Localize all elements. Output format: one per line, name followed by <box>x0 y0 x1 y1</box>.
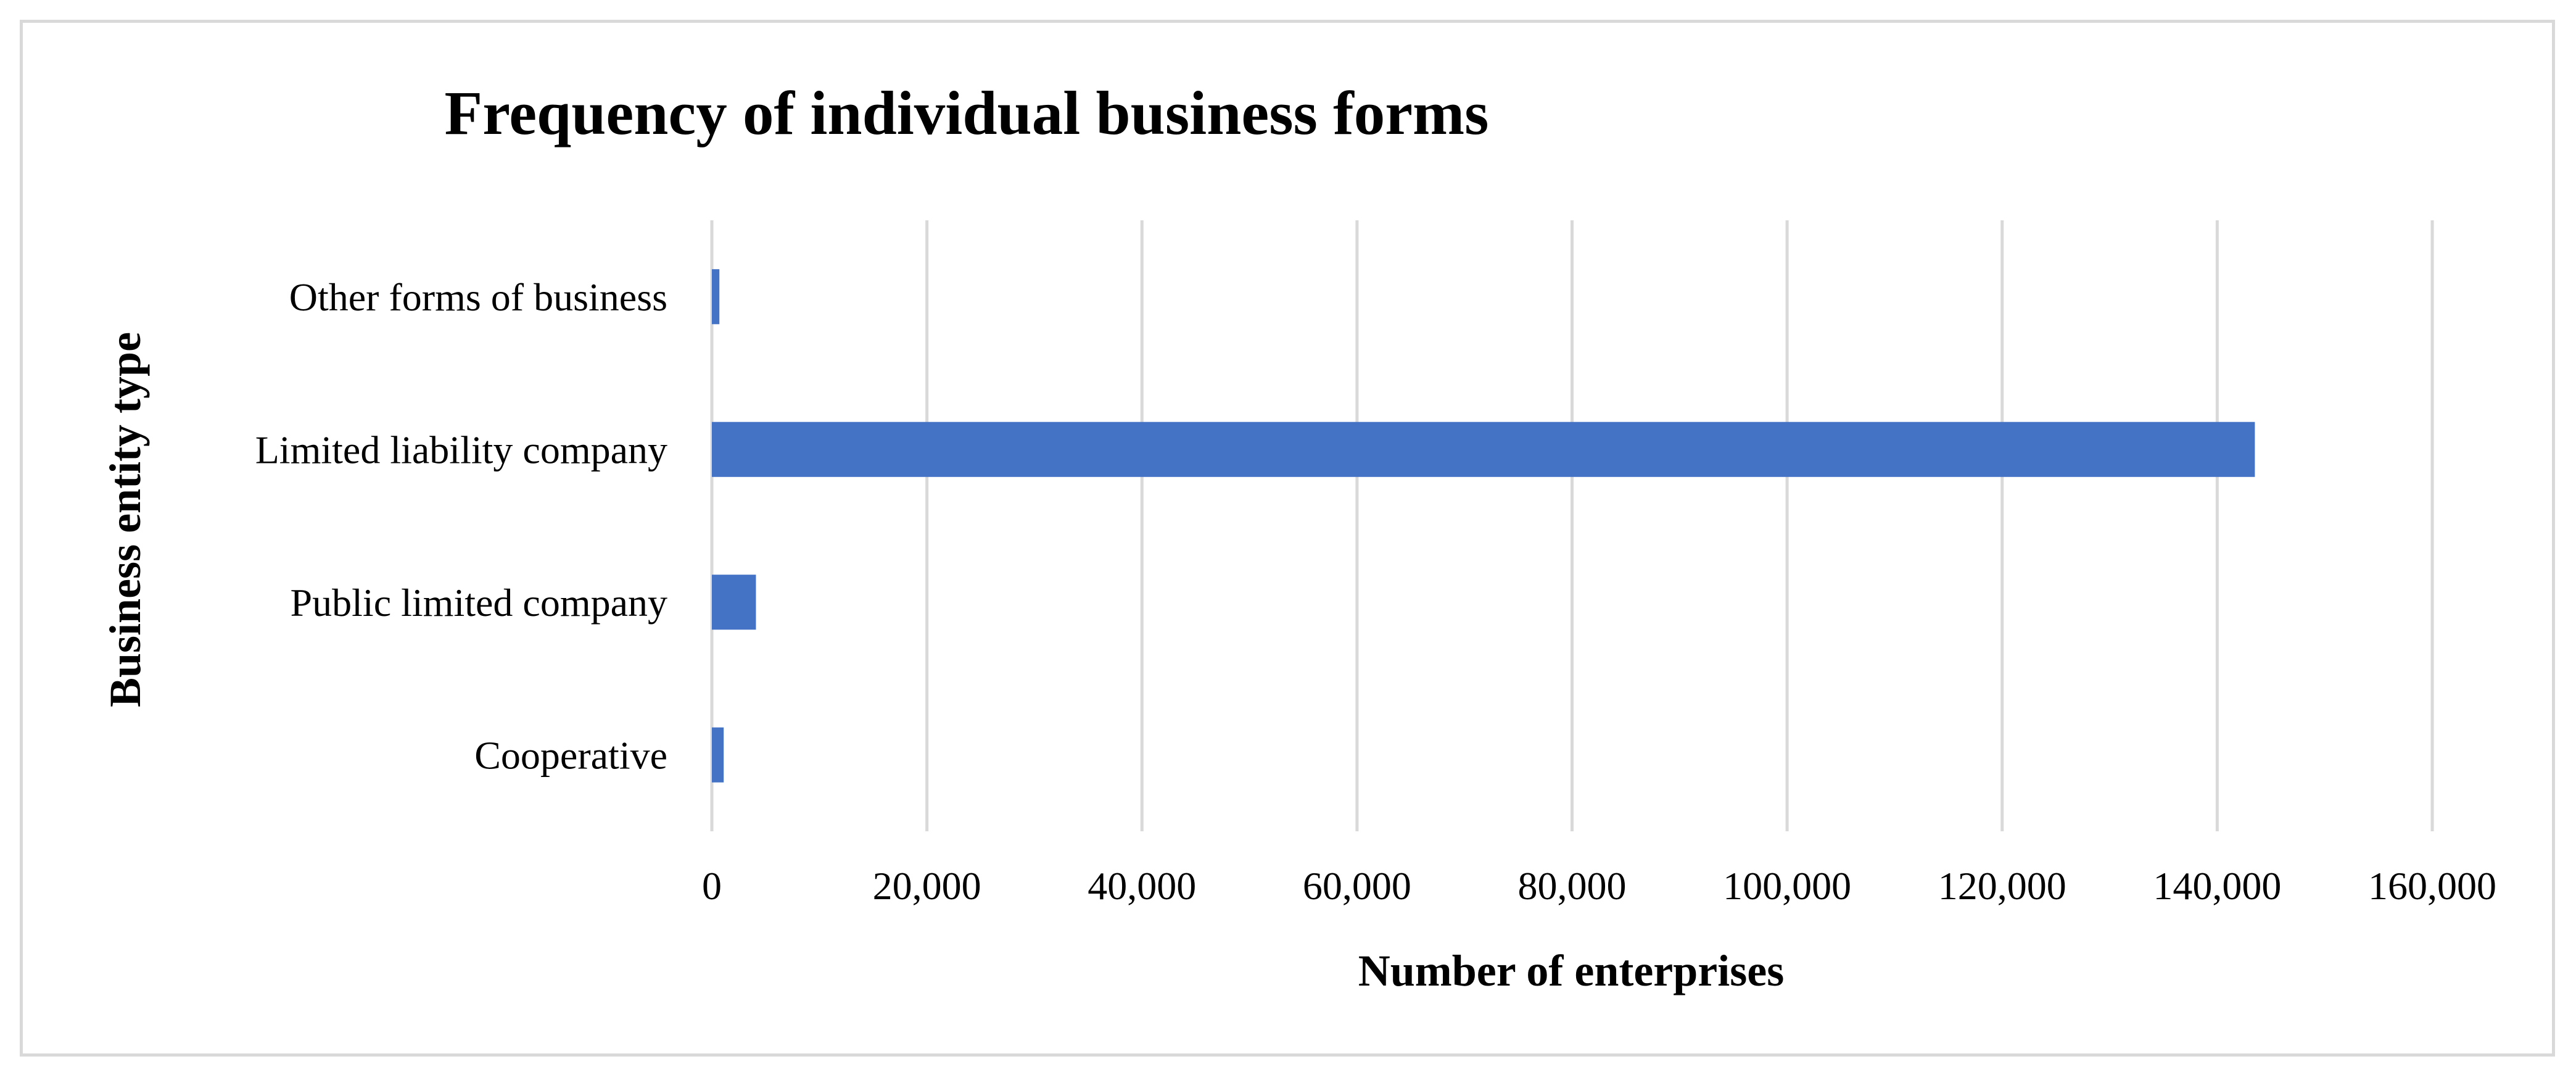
gridlines <box>710 220 2434 831</box>
y-axis-title: Business entity type <box>101 332 150 707</box>
bar-chart: Frequency of individual business forms 0… <box>101 78 2496 995</box>
x-axis-title: Number of enterprises <box>1358 946 1785 995</box>
x-tick-label: 160,000 <box>2368 864 2496 908</box>
bar <box>712 269 720 325</box>
chart-title: Frequency of individual business forms <box>445 78 1489 147</box>
chart-frame: Frequency of individual business forms 0… <box>20 20 2555 1057</box>
x-tick-label: 80,000 <box>1518 864 1627 908</box>
category-label: Cooperative <box>474 733 667 777</box>
x-tick-label: 120,000 <box>1938 864 2066 908</box>
bar <box>712 422 2255 477</box>
x-tick-label: 20,000 <box>873 864 981 908</box>
bar <box>712 575 756 630</box>
x-tick-label: 140,000 <box>2153 864 2281 908</box>
category-label: Public limited company <box>291 581 667 625</box>
x-tick-label: 100,000 <box>1723 864 1851 908</box>
y-axis-categories: Other forms of business Limited liability… <box>255 275 667 778</box>
x-tick-label: 40,000 <box>1088 864 1196 908</box>
x-tick-label: 60,000 <box>1303 864 1411 908</box>
x-tick-label: 0 <box>702 864 722 908</box>
x-axis-ticks: 0 20,000 40,000 60,000 80,000 100,000 120,000 1… <box>702 864 2496 908</box>
category-label: Limited liability company <box>255 428 667 471</box>
bar <box>712 727 724 783</box>
bars <box>712 269 2255 783</box>
category-label: Other forms of business <box>289 275 667 319</box>
